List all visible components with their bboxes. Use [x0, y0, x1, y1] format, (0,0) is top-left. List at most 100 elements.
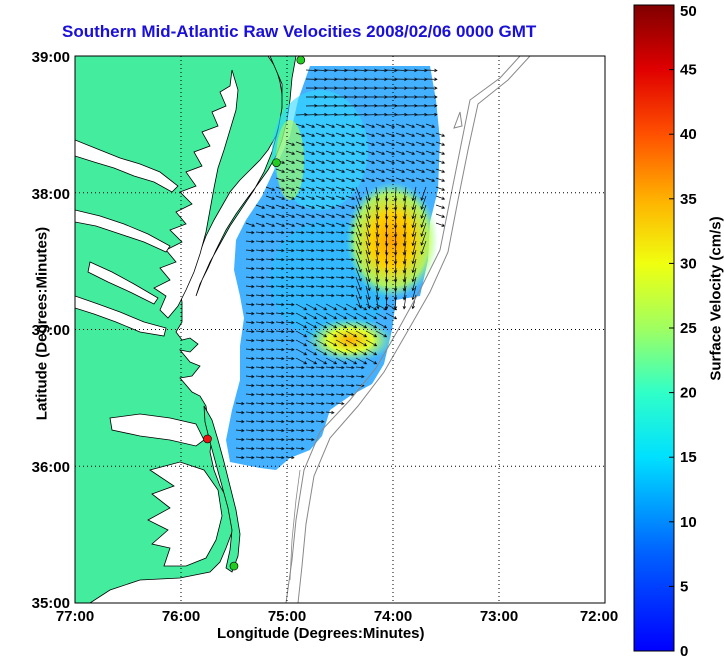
velocity-arrow	[305, 293, 315, 298]
velocity-arrow	[355, 195, 362, 210]
y-tick-label: 38:00	[32, 186, 70, 203]
velocity-arrow	[265, 401, 275, 406]
velocity-arrow	[255, 356, 265, 361]
velocity-arrow	[365, 186, 371, 202]
velocity-arrow	[265, 446, 275, 451]
velocity-arrow	[393, 249, 398, 265]
velocity-arrow	[345, 195, 356, 200]
velocity-arrow	[375, 112, 388, 117]
velocity-arrow	[355, 132, 366, 137]
velocity-arrow	[411, 195, 417, 211]
velocity-arrow	[365, 303, 378, 311]
velocity-arrow	[255, 311, 265, 316]
velocity-arrow	[435, 150, 446, 155]
velocity-arrow	[295, 401, 305, 406]
velocity-arrow	[395, 141, 406, 146]
velocity-arrow	[385, 132, 396, 137]
velocity-arrow	[375, 141, 386, 146]
velocity-arrow	[305, 230, 315, 235]
velocity-arrow	[325, 365, 335, 370]
velocity-arrow	[385, 123, 396, 128]
velocity-arrow	[355, 204, 362, 219]
velocity-arrow	[345, 159, 356, 164]
velocity-arrow	[285, 392, 295, 397]
velocity-arrow	[325, 284, 335, 289]
velocity-arrow	[355, 312, 368, 320]
velocity-arrow	[305, 204, 316, 209]
velocity-arrow	[393, 204, 398, 220]
velocity-arrow	[325, 257, 335, 262]
velocity-arrow	[325, 204, 336, 209]
velocity-arrow	[285, 275, 295, 280]
velocity-arrow	[285, 419, 295, 424]
velocity-arrow	[255, 284, 265, 289]
albemarle-sound	[109, 413, 205, 447]
velocity-arrow	[365, 132, 376, 137]
velocity-arrow	[345, 186, 356, 191]
pamlico-sound	[147, 461, 223, 567]
velocity-arrow	[435, 168, 446, 173]
velocity-arrow	[325, 348, 338, 356]
velocity-arrow	[375, 231, 380, 247]
velocity-arrow	[295, 195, 306, 200]
velocity-arrow	[245, 284, 255, 289]
velocity-arrow	[411, 267, 417, 283]
velocity-arrow	[365, 285, 371, 301]
velocity-arrow	[305, 303, 318, 311]
velocity-arrow	[265, 410, 275, 415]
bathymetry-contours	[285, 56, 531, 603]
velocity-arrow	[315, 321, 328, 329]
velocity-arrow	[275, 177, 286, 182]
velocity-arrow	[275, 365, 285, 370]
colorbar	[633, 4, 675, 652]
velocity-arrow	[295, 419, 305, 424]
velocity-arrow	[285, 141, 296, 146]
velocity-arrow	[411, 186, 417, 202]
velocity-arrow	[405, 68, 418, 73]
velocity-arrow	[305, 257, 315, 262]
velocity-arrow	[305, 132, 316, 137]
velocity-arrow	[295, 177, 306, 182]
x-tick-label: 72:00	[580, 608, 618, 625]
velocity-arrow	[265, 356, 275, 361]
map-area	[75, 56, 605, 603]
velocity-arrow	[275, 455, 285, 460]
velocity-arrow	[305, 365, 315, 370]
velocity-arrow	[305, 239, 315, 244]
velocity-arrow	[345, 204, 356, 209]
velocity-arrow	[305, 437, 315, 442]
velocity-arrow	[305, 321, 318, 329]
velocity-arrow	[415, 159, 426, 164]
velocity-arrow	[305, 339, 318, 347]
velocity-arrow	[275, 213, 286, 218]
colorbar-label: Surface Velocity (cm/s)	[707, 216, 724, 381]
velocity-arrow	[315, 266, 325, 271]
velocity-arrow	[245, 365, 255, 370]
velocity-arrow	[305, 141, 316, 146]
velocity-arrow	[415, 132, 426, 137]
velocity-arrow	[315, 401, 325, 406]
velocity-arrow	[265, 302, 275, 307]
velocity-arrow	[335, 177, 346, 182]
velocity-arrow	[245, 437, 255, 442]
velocity-arrow	[365, 213, 371, 229]
velocity-arrow	[275, 293, 285, 298]
velocity-arrow	[295, 392, 305, 397]
velocity-arrow	[325, 374, 335, 379]
velocity-arrow	[235, 419, 245, 424]
velocity-arrow	[305, 312, 318, 320]
velocity-arrow	[275, 329, 285, 334]
velocity-arrow	[355, 267, 362, 282]
velocity-arrow	[355, 258, 362, 273]
velocity-arrow	[265, 365, 275, 370]
velocity-arrow	[335, 312, 348, 320]
velocity-arrow	[375, 204, 380, 220]
velocity-arrow	[384, 276, 389, 292]
velocity-arrow	[315, 68, 328, 73]
colorbar-tick-label: 0	[680, 643, 688, 659]
velocity-arrow	[365, 112, 378, 117]
velocity-arrow	[275, 428, 285, 433]
velocity-arrow	[325, 195, 336, 200]
velocity-arrow	[355, 186, 362, 201]
velocity-arrow	[393, 231, 398, 247]
